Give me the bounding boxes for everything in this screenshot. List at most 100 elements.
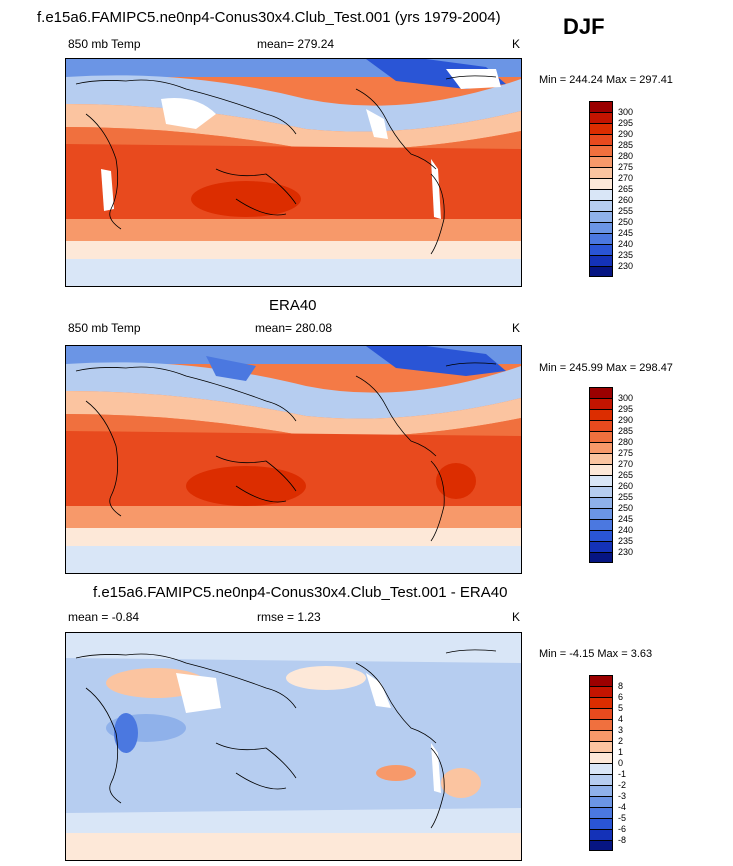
colorbar-cell — [590, 697, 612, 708]
colorbar-tick-label: 0 — [618, 758, 624, 768]
panel2-colorbar-cells — [589, 387, 613, 563]
colorbar-tick-label: 265 — [618, 470, 634, 480]
colorbar-tick-label: 5 — [618, 703, 624, 713]
colorbar-cell — [590, 123, 612, 134]
map1-sh-transition — [66, 241, 521, 259]
colorbar-cell — [590, 266, 612, 277]
panel2-mean-label: mean= 280.08 — [255, 321, 333, 335]
colorbar-cell — [590, 497, 612, 508]
colorbar-tick-label: 290 — [618, 129, 634, 139]
colorbar-cell — [590, 508, 612, 519]
colorbar-cell — [590, 200, 612, 211]
colorbar-cell — [590, 255, 612, 266]
panel3-rmse-label: rmse = 1.23 — [257, 610, 321, 624]
colorbar-tick-label: 245 — [618, 514, 634, 524]
colorbar-cell — [590, 233, 612, 244]
colorbar-cell — [590, 486, 612, 497]
map1-africa-missing — [101, 169, 114, 211]
colorbar-cell — [590, 211, 612, 222]
panel1-title: f.e15a6.FAMIPC5.ne0np4-Conus30x4.Club_Te… — [37, 9, 501, 26]
colorbar-tick-label: 2 — [618, 736, 624, 746]
colorbar-tick-label: 280 — [618, 151, 634, 161]
colorbar-cell — [590, 686, 612, 697]
colorbar-tick-label: 3 — [618, 725, 624, 735]
colorbar-cell — [590, 785, 612, 796]
colorbar-cell — [590, 675, 612, 686]
colorbar-tick-label: 295 — [618, 118, 634, 128]
panel1-colorbar-cells — [589, 101, 613, 277]
colorbar-cell — [590, 112, 612, 123]
colorbar-cell — [590, 420, 612, 431]
colorbar-tick-label: 235 — [618, 250, 634, 260]
colorbar-cell — [590, 530, 612, 541]
colorbar-cell — [590, 189, 612, 200]
colorbar-cell — [590, 763, 612, 774]
colorbar-tick-label: 230 — [618, 261, 634, 271]
colorbar-cell — [590, 807, 612, 818]
colorbar-cell — [590, 708, 612, 719]
colorbar-tick-label: 260 — [618, 481, 634, 491]
colorbar-cell — [590, 774, 612, 785]
panel1-map — [65, 58, 522, 287]
colorbar-cell — [590, 431, 612, 442]
colorbar-tick-label: 270 — [618, 459, 634, 469]
colorbar-cell — [590, 730, 612, 741]
colorbar-tick-label: 6 — [618, 692, 624, 702]
panel1-mean-label: mean= 279.24 — [257, 37, 335, 51]
colorbar-tick-label: -6 — [618, 824, 627, 834]
colorbar-tick-label: -5 — [618, 813, 627, 823]
map1-warm-pool — [191, 181, 301, 217]
colorbar-tick-label: 250 — [618, 217, 634, 227]
panel1-field-label: 850 mb Temp — [68, 37, 141, 51]
colorbar-cell — [590, 552, 612, 563]
colorbar-cell — [590, 145, 612, 156]
colorbar-tick-label: 235 — [618, 536, 634, 546]
colorbar-tick-label: 280 — [618, 437, 634, 447]
panel1-units: K — [512, 37, 521, 51]
map1-tropics — [66, 144, 521, 219]
colorbar-cell — [590, 101, 612, 112]
colorbar-cell — [590, 222, 612, 233]
colorbar-cell — [590, 541, 612, 552]
colorbar-cell — [590, 519, 612, 530]
colorbar-tick-label: 270 — [618, 173, 634, 183]
colorbar-cell — [590, 398, 612, 409]
colorbar-tick-label: 265 — [618, 184, 634, 194]
colorbar-tick-label: 240 — [618, 239, 634, 249]
colorbar-cell — [590, 244, 612, 255]
map1-greenland-missing — [446, 69, 501, 89]
colorbar-tick-label: 8 — [618, 681, 624, 691]
colorbar-cell — [590, 829, 612, 840]
colorbar-tick-label: 260 — [618, 195, 634, 205]
colorbar-tick-label: 4 — [618, 714, 624, 724]
panel2-field-label: 850 mb Temp — [68, 321, 141, 335]
panel2-title: ERA40 — [269, 297, 317, 314]
colorbar-tick-label: 300 — [618, 107, 634, 117]
colorbar-tick-label: 250 — [618, 503, 634, 513]
colorbar-tick-label: -4 — [618, 802, 627, 812]
colorbar-tick-label: -3 — [618, 791, 627, 801]
colorbar-cell — [590, 464, 612, 475]
panel2-minmax: Min = 245.99 Max = 298.47 — [539, 362, 673, 374]
colorbar-cell — [590, 178, 612, 189]
colorbar-cell — [590, 796, 612, 807]
colorbar-cell — [590, 167, 612, 178]
map1-tibet-missing — [161, 98, 216, 129]
panel1-minmax: Min = 244.24 Max = 297.41 — [539, 74, 673, 86]
colorbar-cell — [590, 818, 612, 829]
colorbar-cell — [590, 387, 612, 398]
colorbar-cell — [590, 409, 612, 420]
colorbar-tick-label: 300 — [618, 393, 634, 403]
colorbar-tick-label: 275 — [618, 448, 634, 458]
panel3-colorbar-cells — [589, 675, 613, 851]
colorbar-tick-label: 240 — [618, 525, 634, 535]
panel3-minmax: Min = -4.15 Max = 3.63 — [539, 648, 653, 660]
map1-rockies-missing — [366, 109, 388, 139]
colorbar-cell — [590, 475, 612, 486]
colorbar-tick-label: 285 — [618, 426, 634, 436]
colorbar-cell — [590, 741, 612, 752]
panel3-title: f.e15a6.FAMIPC5.ne0np4-Conus30x4.Club_Te… — [93, 584, 508, 601]
map1-sh-midlat — [66, 219, 521, 241]
colorbar-cell — [590, 453, 612, 464]
panel3-units: K — [512, 610, 521, 624]
